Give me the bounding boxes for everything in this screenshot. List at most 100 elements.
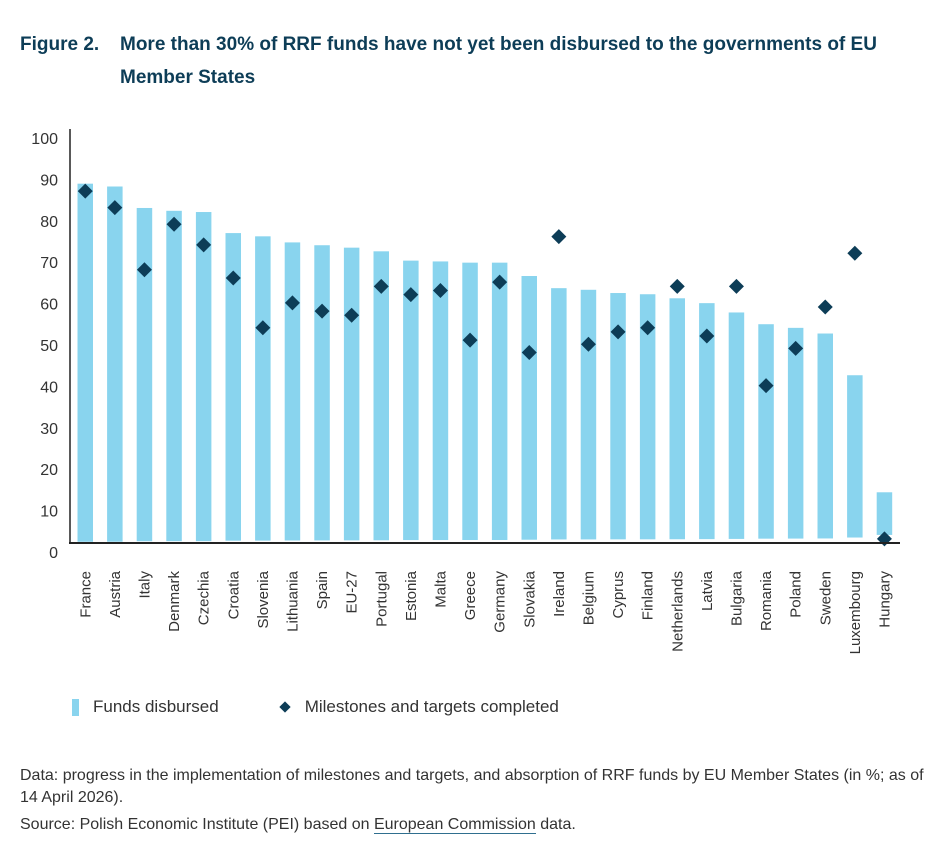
y-axis-ticks: 0 10 20 30 40 50 60 70 80 90 100 xyxy=(31,131,58,562)
bar-romania xyxy=(758,324,774,539)
x-tick-label: Czechia xyxy=(196,570,213,625)
diamond-luxembourg xyxy=(847,245,863,261)
diamond-france xyxy=(77,183,93,199)
bar-poland xyxy=(787,327,804,539)
x-tick-label: Cyprus xyxy=(610,571,627,619)
data-note: Data: progress in the implementation of … xyxy=(20,767,924,806)
bar-denmark xyxy=(166,210,182,542)
x-tick-label: Slovakia xyxy=(521,570,538,627)
diamond-spain xyxy=(314,303,330,319)
x-tick-label: Italy xyxy=(136,571,153,599)
bar-latvia xyxy=(699,303,715,540)
bar-belgium xyxy=(580,289,597,540)
y-tick-label: 40 xyxy=(40,379,58,396)
y-tick-label: 30 xyxy=(40,421,58,438)
legend-item-milestones: Milestones and targets completed xyxy=(279,697,559,717)
bar-finland xyxy=(639,294,656,540)
diamond-estonia xyxy=(403,287,419,303)
x-tick-label: Malta xyxy=(432,570,449,607)
x-tick-label: Hungary xyxy=(876,571,893,628)
diamond-slovenia xyxy=(255,320,271,336)
bar-netherlands xyxy=(669,298,685,540)
x-tick-label: Netherlands xyxy=(669,571,686,652)
bar-estonia xyxy=(403,260,419,541)
x-tick-label: Finland xyxy=(640,571,657,620)
x-tick-label: EU-27 xyxy=(344,571,361,614)
bar-ireland xyxy=(551,288,567,540)
legend-label-funds: Funds disbursed xyxy=(93,697,219,716)
y-tick-label: 0 xyxy=(49,545,58,562)
x-tick-label: Latvia xyxy=(699,570,716,611)
diamond-poland xyxy=(788,340,804,356)
source-prefix: Source: Polish Economic Institute (PEI) … xyxy=(20,816,374,833)
x-tick-label: Slovenia xyxy=(255,570,272,628)
x-tick-label: Croatia xyxy=(225,570,242,619)
x-tick-label: Bulgaria xyxy=(728,570,745,626)
bar-spain xyxy=(314,245,330,541)
y-tick-label: 10 xyxy=(40,504,58,521)
diamond-ireland xyxy=(551,229,567,245)
bars xyxy=(77,183,893,542)
legend-label-milestones: Milestones and targets completed xyxy=(304,697,559,716)
x-tick-label: Spain xyxy=(314,571,331,609)
bar-eu-27 xyxy=(343,247,360,541)
x-tick-label: Romania xyxy=(758,570,775,631)
legend-item-funds: Funds disbursed xyxy=(72,697,219,717)
diamond-denmark xyxy=(166,216,182,232)
bar-luxembourg xyxy=(847,375,863,538)
x-tick-label: Portugal xyxy=(373,571,390,627)
diamond-austria xyxy=(107,200,123,216)
bar-croatia xyxy=(225,233,241,541)
source-link[interactable]: European Commission xyxy=(373,816,536,834)
bar-france xyxy=(77,183,93,542)
x-tick-label: Greece xyxy=(462,571,479,620)
bar-lithuania xyxy=(284,242,301,541)
bar-slovakia xyxy=(521,276,537,540)
diamond-malta xyxy=(432,282,448,298)
bar-austria xyxy=(107,186,123,542)
diamond-czechia xyxy=(196,237,212,253)
x-axis-labels: France Austria Italy Denmark Czechia Croatia S… xyxy=(77,570,893,654)
x-tick-label: Sweden xyxy=(817,571,834,625)
bar-italy xyxy=(136,207,153,542)
diamond-markers xyxy=(77,183,892,547)
bar-czechia xyxy=(195,212,212,542)
figure-label: Figure 2. xyxy=(20,34,100,55)
x-tick-label: Germany xyxy=(492,571,509,633)
bar-portugal xyxy=(373,251,389,541)
legend-diamond-icon xyxy=(279,701,291,713)
source-note: Source: Polish Economic Institute (PEI) … xyxy=(20,816,576,834)
x-tick-label: Luxembourg xyxy=(847,571,864,654)
figure-title-text: More than 30% of RRF funds have not yet … xyxy=(120,34,877,88)
diamond-belgium xyxy=(580,336,596,352)
y-tick-label: 70 xyxy=(40,255,58,272)
diamond-italy xyxy=(136,262,152,278)
x-tick-label: Estonia xyxy=(403,570,420,621)
diamond-lithuania xyxy=(284,295,300,311)
diamond-netherlands xyxy=(669,278,685,294)
bar-bulgaria xyxy=(728,312,745,539)
x-tick-label: Belgium xyxy=(580,571,597,625)
y-tick-label: 50 xyxy=(40,338,58,355)
bar-malta xyxy=(432,261,449,541)
x-tick-label: France xyxy=(77,571,94,618)
x-tick-label: Denmark xyxy=(166,571,183,632)
diamond-greece xyxy=(462,332,478,348)
legend-bar-swatch-icon xyxy=(72,698,79,716)
diamond-portugal xyxy=(373,278,389,294)
bar-chart: 0 10 20 30 40 50 60 70 80 90 100 France Austria Ital… xyxy=(31,129,900,654)
x-tick-label: Austria xyxy=(107,570,124,617)
diamond-sweden xyxy=(817,299,833,315)
diamond-latvia xyxy=(699,328,715,344)
y-tick-label: 100 xyxy=(31,131,58,148)
diamond-germany xyxy=(492,274,508,290)
diamond-bulgaria xyxy=(728,278,744,294)
y-tick-label: 20 xyxy=(40,462,58,479)
y-tick-label: 80 xyxy=(40,214,58,231)
y-tick-label: 60 xyxy=(40,297,58,314)
x-tick-label: Ireland xyxy=(551,571,568,617)
bar-hungary xyxy=(876,492,893,535)
diamond-slovakia xyxy=(521,345,537,361)
bar-slovenia xyxy=(255,236,271,541)
x-tick-label: Lithuania xyxy=(284,570,301,632)
